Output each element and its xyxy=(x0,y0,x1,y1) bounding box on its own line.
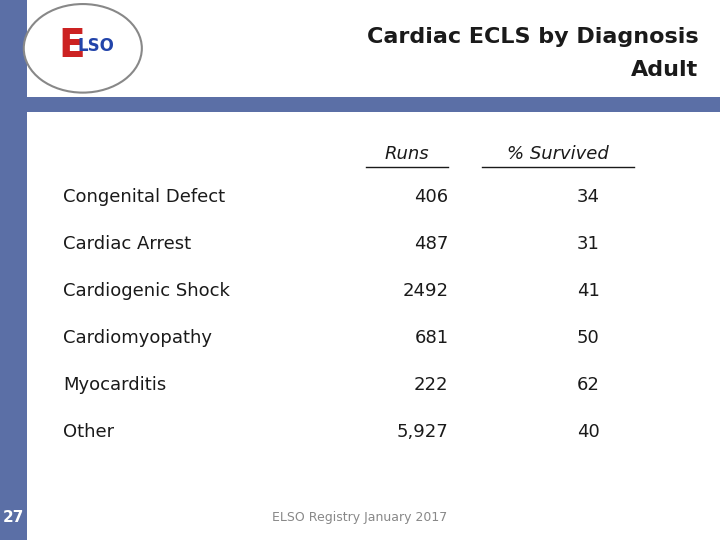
Text: 50: 50 xyxy=(577,329,600,347)
FancyBboxPatch shape xyxy=(0,0,27,540)
Text: 40: 40 xyxy=(577,423,600,441)
Text: 681: 681 xyxy=(415,329,449,347)
Text: 31: 31 xyxy=(577,235,600,253)
Text: 222: 222 xyxy=(414,376,449,394)
Text: Congenital Defect: Congenital Defect xyxy=(63,188,225,206)
FancyBboxPatch shape xyxy=(0,97,720,112)
Text: Adult: Adult xyxy=(631,59,698,79)
Text: ELSO Registry January 2017: ELSO Registry January 2017 xyxy=(272,511,448,524)
Text: Myocarditis: Myocarditis xyxy=(63,376,166,394)
Text: LSO: LSO xyxy=(77,37,114,55)
Text: E: E xyxy=(59,26,85,65)
Text: 34: 34 xyxy=(577,188,600,206)
Text: 62: 62 xyxy=(577,376,600,394)
Text: % Survived: % Survived xyxy=(507,145,609,163)
Text: 406: 406 xyxy=(415,188,449,206)
Text: 2492: 2492 xyxy=(402,282,449,300)
Text: Runs: Runs xyxy=(384,145,429,163)
Text: Cardiac Arrest: Cardiac Arrest xyxy=(63,235,192,253)
Text: Cardiogenic Shock: Cardiogenic Shock xyxy=(63,282,230,300)
Text: 27: 27 xyxy=(3,510,24,525)
Text: Cardiomyopathy: Cardiomyopathy xyxy=(63,329,212,347)
Text: 5,927: 5,927 xyxy=(397,423,449,441)
Circle shape xyxy=(24,4,142,92)
Text: Other: Other xyxy=(63,423,114,441)
Text: 41: 41 xyxy=(577,282,600,300)
Text: 487: 487 xyxy=(414,235,449,253)
Text: Cardiac ECLS by Diagnosis: Cardiac ECLS by Diagnosis xyxy=(366,27,698,47)
